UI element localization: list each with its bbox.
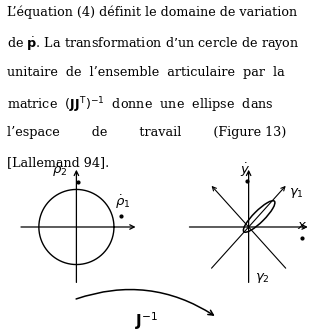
Text: $\mathbf{J}^{-1}$: $\mathbf{J}^{-1}$ xyxy=(135,310,159,332)
Text: de $\dot{\mathbf{p}}$. La transformation d’un cercle de rayon: de $\dot{\mathbf{p}}$. La transformation… xyxy=(7,35,299,53)
Text: $\dot{\rho}_1$: $\dot{\rho}_1$ xyxy=(115,194,130,211)
Text: $x$: $x$ xyxy=(298,218,308,232)
Text: L’équation (4) définit le domaine de variation: L’équation (4) définit le domaine de var… xyxy=(7,5,297,18)
Text: unitaire  de  l’ensemble  articulaire  par  la: unitaire de l’ensemble articulaire par l… xyxy=(7,66,284,79)
Text: matrice  $(\mathbf{JJ}^\mathrm{T})^{-1}$  donne  une  ellipse  dans: matrice $(\mathbf{JJ}^\mathrm{T})^{-1}$ … xyxy=(7,96,274,115)
Text: $\dot{y}$: $\dot{y}$ xyxy=(240,161,251,179)
Text: $\gamma_1$: $\gamma_1$ xyxy=(289,186,304,200)
Text: [Lallemand 94].: [Lallemand 94]. xyxy=(7,156,109,169)
Text: l’espace        de        travail        (Figure 13): l’espace de travail (Figure 13) xyxy=(7,126,286,139)
Text: $\dot{\rho}_2$: $\dot{\rho}_2$ xyxy=(52,161,67,179)
Text: $\gamma_2$: $\gamma_2$ xyxy=(256,271,270,285)
